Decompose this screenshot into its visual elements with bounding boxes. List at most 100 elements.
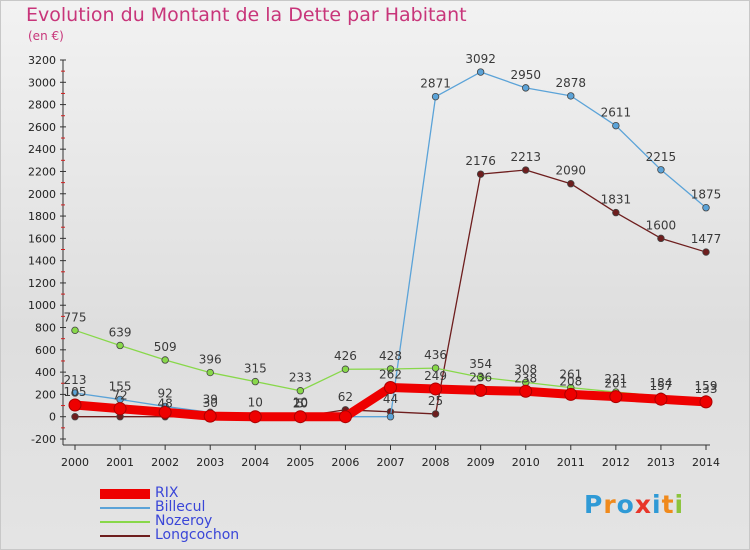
data-point-nozeroy bbox=[71, 326, 79, 335]
data-point-longcochon bbox=[567, 180, 575, 188]
x-tick-label: 2012 bbox=[602, 456, 630, 469]
legend-label: RIX bbox=[155, 485, 179, 501]
y-tick-label: 400 bbox=[35, 366, 56, 379]
data-label-longcochon: 62 bbox=[338, 390, 353, 404]
logo-letter: o bbox=[616, 490, 635, 519]
data-label-rix: 238 bbox=[514, 371, 537, 385]
data-point-rix bbox=[158, 405, 172, 419]
data-label-rix: 201 bbox=[604, 377, 627, 391]
x-tick-label: 2009 bbox=[467, 456, 495, 469]
x-tick-label: 2005 bbox=[286, 456, 314, 469]
x-tick-label: 2014 bbox=[692, 456, 720, 469]
logo-letter: t bbox=[661, 490, 675, 519]
data-label-longcochon: 44 bbox=[383, 392, 398, 406]
data-label-nozeroy: 233 bbox=[289, 371, 312, 385]
data-label-billecul: 2878 bbox=[556, 76, 587, 90]
logo-letter: x bbox=[634, 490, 652, 519]
x-tick-label: 2001 bbox=[106, 456, 134, 469]
y-tick-label: 1200 bbox=[28, 277, 56, 290]
x-tick-label: 2000 bbox=[61, 456, 89, 469]
data-label-nozeroy: 159 bbox=[695, 379, 718, 393]
data-point-longcochon bbox=[71, 413, 79, 421]
y-tick-label: 2800 bbox=[28, 99, 56, 112]
data-label-longcochon: 25 bbox=[428, 394, 443, 408]
data-label-rix: 236 bbox=[469, 370, 492, 384]
data-label-longcochon: 2090 bbox=[556, 164, 587, 178]
data-label-nozeroy: 428 bbox=[379, 349, 402, 363]
data-point-rix bbox=[564, 387, 578, 401]
data-point-billecul bbox=[567, 92, 575, 100]
x-tick-label: 2007 bbox=[377, 456, 405, 469]
proxiti-logo: Proxiti bbox=[584, 490, 684, 519]
y-tick-label: 600 bbox=[35, 344, 56, 357]
data-point-rix bbox=[429, 382, 443, 396]
data-point-nozeroy bbox=[251, 377, 259, 386]
data-label-rix: 208 bbox=[559, 374, 582, 388]
data-point-nozeroy bbox=[476, 373, 485, 381]
data-point-billecul bbox=[612, 121, 620, 130]
data-label-rix: 105 bbox=[64, 385, 87, 399]
data-label-longcochon: 1831 bbox=[601, 193, 632, 207]
x-tick-label: 2004 bbox=[241, 456, 269, 469]
data-point-nozeroy bbox=[296, 387, 305, 395]
data-label-nozeroy: 436 bbox=[424, 348, 447, 362]
y-tick-label: 1800 bbox=[28, 210, 56, 223]
data-point-rix bbox=[203, 409, 217, 423]
data-point-rix bbox=[654, 392, 668, 406]
chart-title: Evolution du Montant de la Dette par Hab… bbox=[26, 4, 467, 26]
logo-letter: i bbox=[674, 490, 685, 519]
data-label-billecul: 213 bbox=[64, 373, 87, 387]
y-tick-label: 3200 bbox=[28, 54, 56, 67]
data-point-rix bbox=[68, 398, 82, 412]
data-label-nozeroy: 184 bbox=[649, 376, 672, 390]
y-tick-label: 2600 bbox=[28, 121, 56, 134]
x-tick-label: 2013 bbox=[647, 456, 675, 469]
data-point-rix bbox=[609, 390, 623, 404]
data-label-billecul: 2611 bbox=[601, 106, 632, 120]
data-point-billecul bbox=[476, 68, 485, 76]
data-label-billecul: 92 bbox=[158, 386, 173, 400]
data-label-nozeroy: 509 bbox=[154, 340, 177, 354]
data-point-billecul bbox=[657, 166, 665, 174]
y-tick-label: 2200 bbox=[28, 165, 56, 178]
data-point-rix bbox=[519, 384, 533, 398]
x-tick-label: 2008 bbox=[422, 456, 450, 469]
data-point-billecul bbox=[522, 84, 530, 92]
data-label-longcochon: 1600 bbox=[646, 218, 677, 232]
legend-swatch bbox=[100, 507, 150, 509]
data-label-rix: 133 bbox=[695, 382, 718, 396]
data-label-nozeroy: 639 bbox=[109, 325, 132, 339]
y-tick-label: 2400 bbox=[28, 143, 56, 156]
data-label-nozeroy: 775 bbox=[64, 310, 87, 324]
data-label-rix: 157 bbox=[649, 379, 672, 393]
data-label-rix: 249 bbox=[424, 369, 447, 383]
legend-swatch bbox=[100, 489, 150, 499]
series-line-billecul bbox=[74, 71, 707, 418]
data-label-billecul: 10 bbox=[248, 396, 263, 410]
data-label-longcochon: 2213 bbox=[510, 150, 541, 164]
data-label-longcochon: 2176 bbox=[465, 154, 496, 168]
data-point-billecul bbox=[386, 413, 395, 421]
data-label-nozeroy: 354 bbox=[469, 357, 492, 371]
y-tick-label: 800 bbox=[35, 322, 56, 335]
y-tick-label: 200 bbox=[35, 388, 56, 401]
y-tick-label: 1400 bbox=[28, 255, 56, 268]
data-point-rix bbox=[474, 383, 488, 397]
data-label-rix: 262 bbox=[379, 368, 402, 382]
data-label-billecul: 3092 bbox=[465, 52, 496, 66]
data-point-longcochon bbox=[476, 170, 485, 178]
data-label-billecul: 155 bbox=[109, 379, 132, 393]
data-point-longcochon bbox=[702, 248, 710, 256]
data-point-longcochon bbox=[657, 234, 665, 243]
data-label-rix: 30 bbox=[203, 396, 218, 410]
data-label-nozeroy: 221 bbox=[604, 372, 627, 386]
y-tick-label: 1600 bbox=[28, 232, 56, 245]
data-label-longcochon: 48 bbox=[158, 397, 173, 411]
data-point-nozeroy bbox=[116, 341, 124, 350]
data-label-rix: 72 bbox=[112, 389, 127, 403]
data-label-billecul: 2871 bbox=[420, 77, 451, 91]
y-tick-label: 3000 bbox=[28, 76, 56, 89]
x-tick-label: 2002 bbox=[151, 456, 179, 469]
